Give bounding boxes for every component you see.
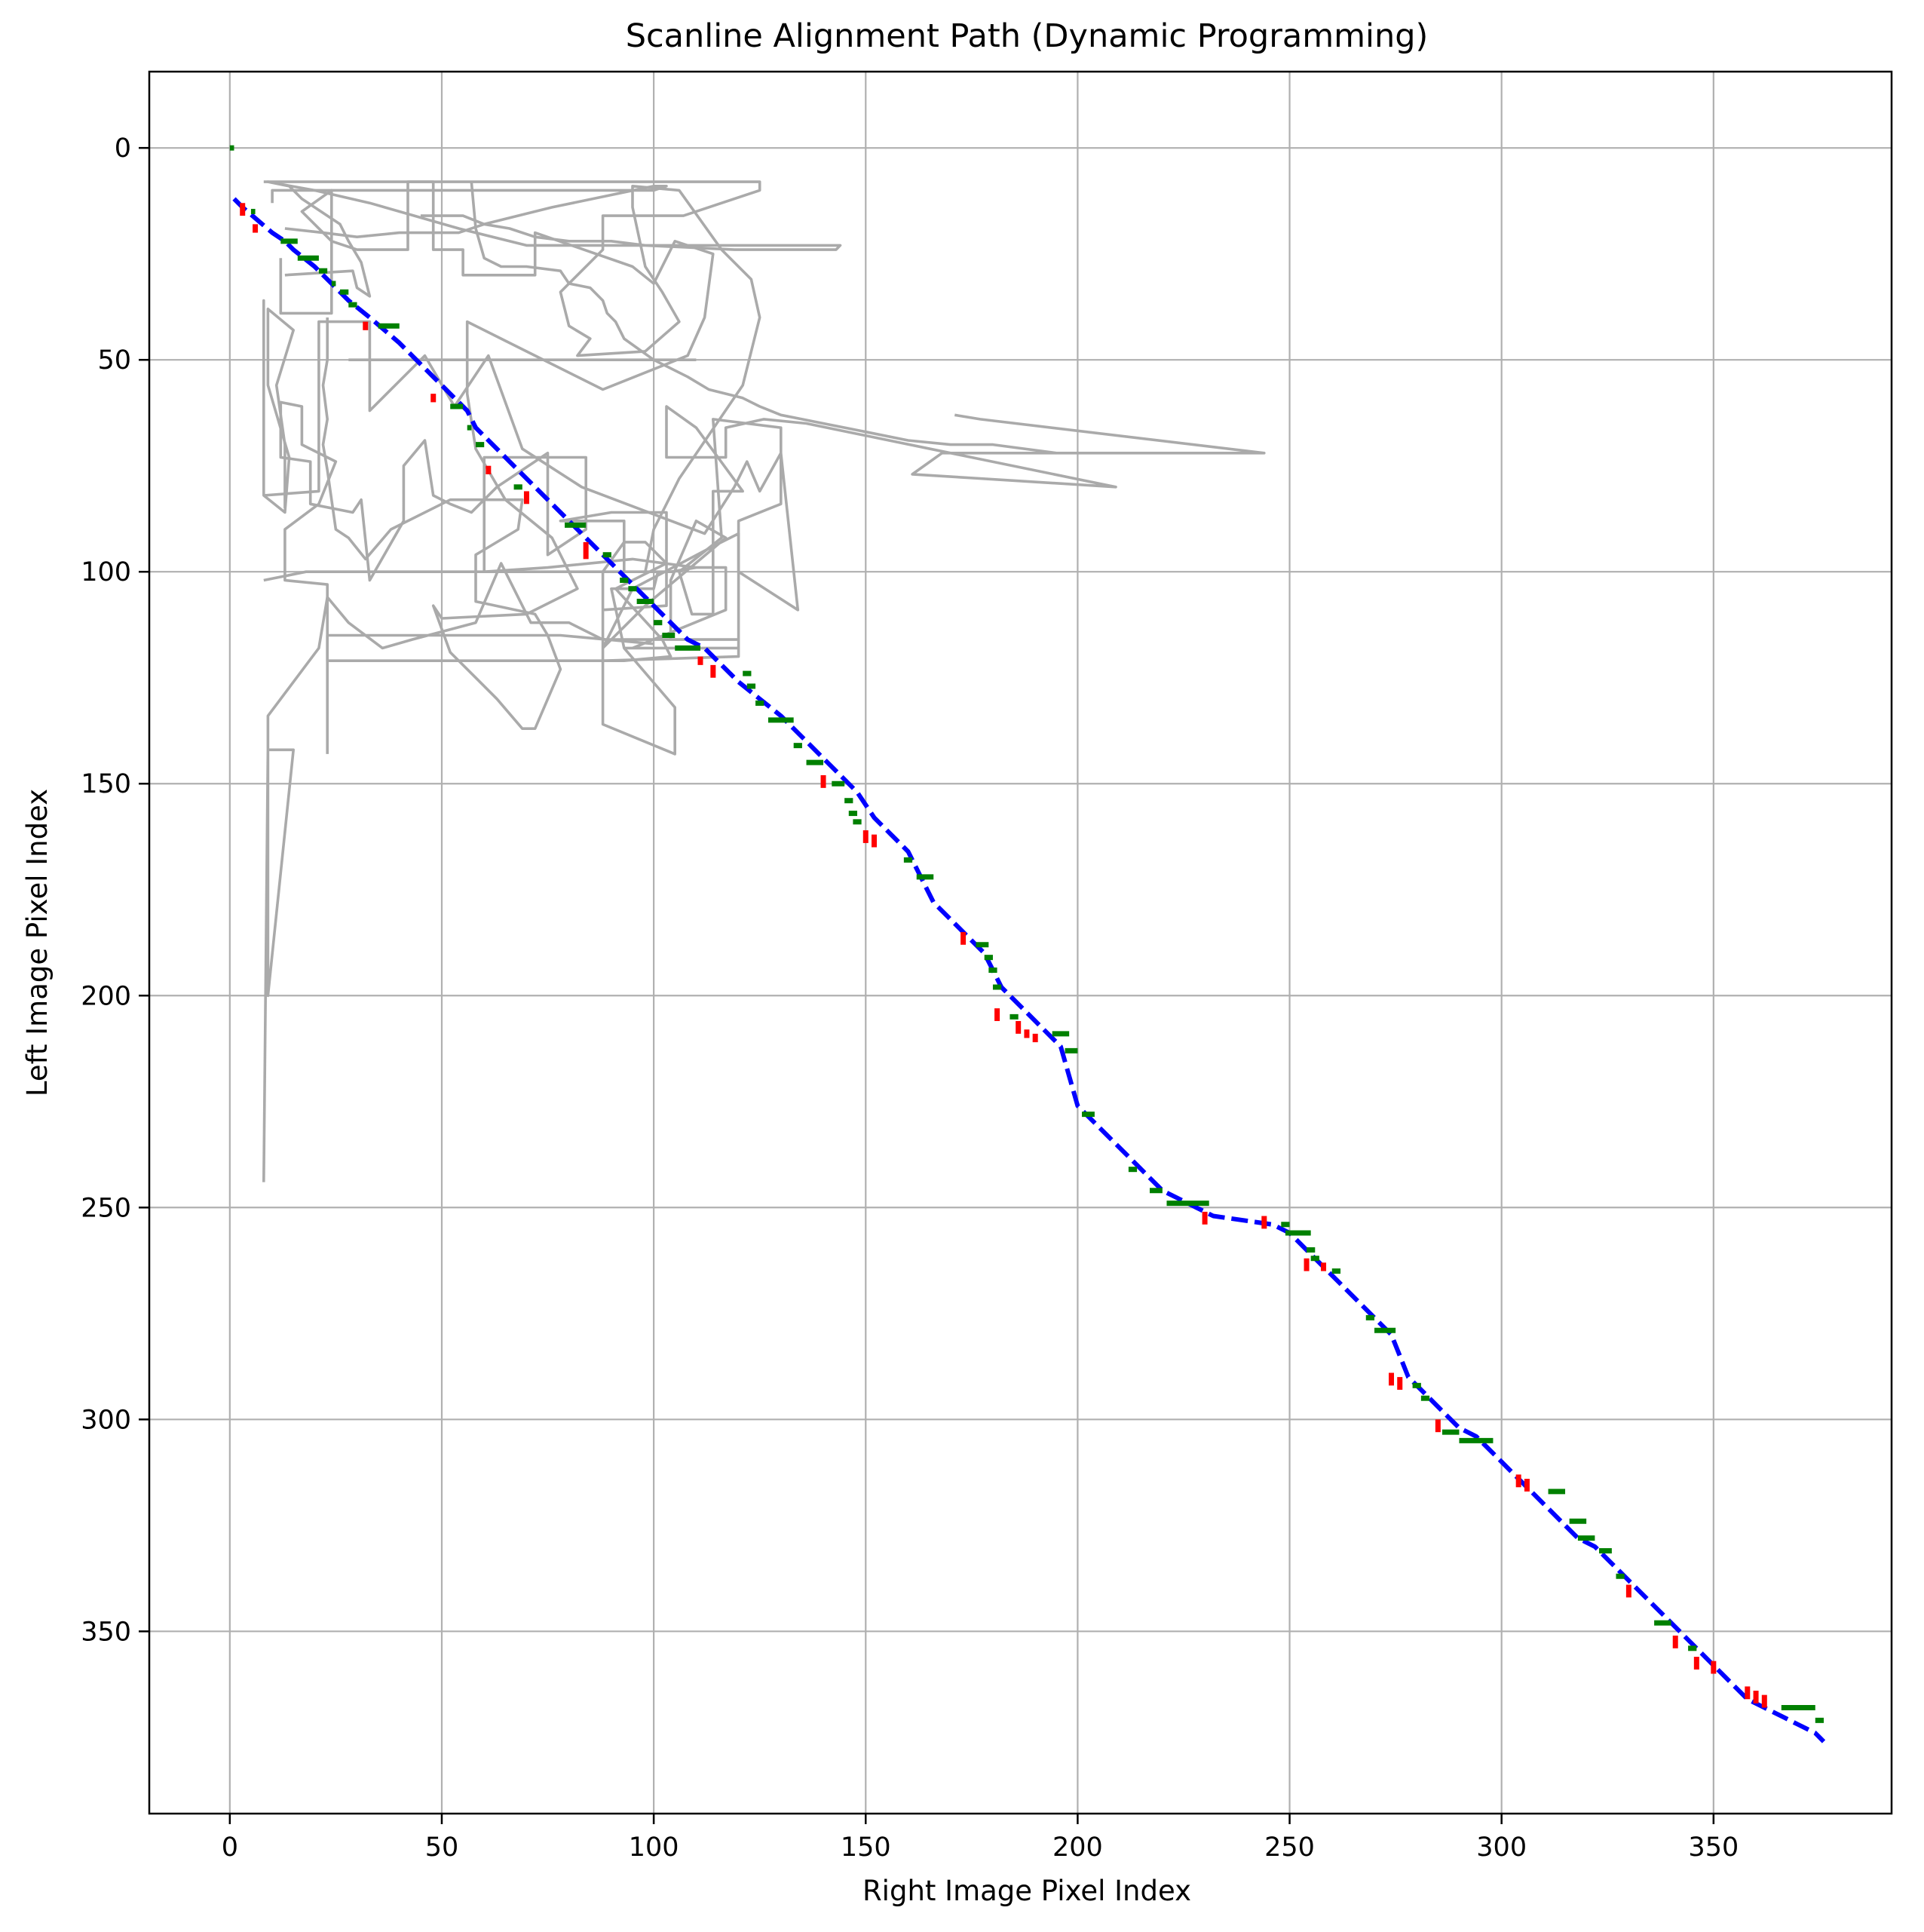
- x-tick-label: 300: [1476, 1832, 1527, 1863]
- y-axis-ticks: 0 50 100 150 200 250 300 350: [81, 133, 149, 1647]
- background-trace-line: [262, 511, 740, 1182]
- background-trace-line: [262, 299, 295, 514]
- y-tick-label: 50: [97, 345, 131, 376]
- y-tick-label: 250: [81, 1193, 131, 1223]
- y-tick-label: 200: [81, 981, 131, 1011]
- x-tick-label: 0: [222, 1832, 238, 1863]
- y-tick-label: 100: [81, 557, 131, 587]
- background-trace-line: [263, 180, 761, 572]
- x-tick-label: 200: [1052, 1832, 1103, 1863]
- y-tick-label: 150: [81, 769, 131, 799]
- x-axis-ticks: 0 50 100 150 200 250 300 350: [222, 1814, 1739, 1863]
- background-trace-line: [263, 320, 1266, 616]
- chart-title: Scanline Alignment Path (Dynamic Program…: [626, 17, 1429, 55]
- background-trace-line: [279, 180, 715, 730]
- y-tick-label: 350: [81, 1617, 131, 1647]
- y-tick-label: 0: [115, 133, 131, 164]
- background-trace-line: [263, 570, 603, 582]
- occlusion-right-group: [229, 145, 1824, 1723]
- background-trace-line: [266, 180, 842, 298]
- background-trace-line: [279, 400, 697, 754]
- background-trace-group: [262, 180, 1266, 1182]
- axes-frame: [148, 70, 1893, 1815]
- x-axis-label: Right Image Pixel Index: [862, 1875, 1191, 1907]
- match-path-group: [232, 197, 1826, 1743]
- y-tick-label: 300: [81, 1405, 131, 1435]
- x-tick-label: 50: [425, 1832, 459, 1863]
- match-path-line: [232, 197, 1826, 1743]
- x-tick-label: 150: [841, 1832, 891, 1863]
- occlusion-left-group: [240, 203, 1767, 1708]
- x-tick-label: 250: [1264, 1832, 1315, 1863]
- x-tick-label: 350: [1688, 1832, 1739, 1863]
- x-tick-label: 100: [629, 1832, 679, 1863]
- y-axis-label: Left Image Pixel Index: [21, 789, 54, 1096]
